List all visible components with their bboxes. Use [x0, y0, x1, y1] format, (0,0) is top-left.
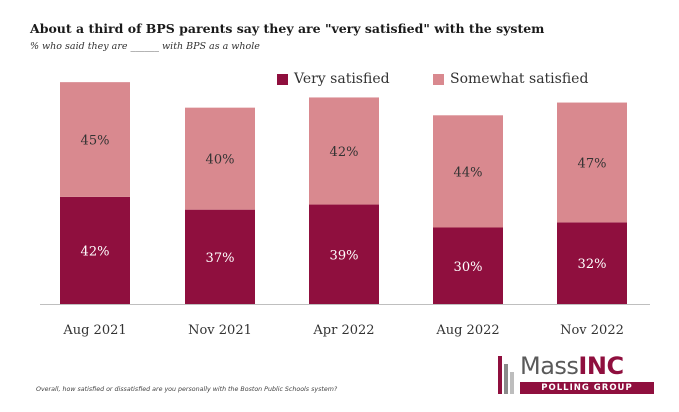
- x-tick-label: Apr 2022: [312, 323, 374, 338]
- chart-subtitle: % who said they are ______ with BPS as a…: [30, 41, 260, 52]
- bar-very-satisfied: [309, 204, 379, 304]
- x-tick-label: Aug 2022: [435, 323, 499, 338]
- bar-very-satisfied: [60, 196, 130, 304]
- legend-item-very-satisfied: Very satisfied: [277, 71, 390, 87]
- bar-very-satisfied: [557, 222, 627, 304]
- logo-wordmark: MassINC: [520, 352, 624, 380]
- bar-somewhat-satisfied: [557, 102, 627, 223]
- legend-swatch-very-satisfied: [277, 73, 288, 85]
- data-label-somewhat-satisfied: 45%: [81, 134, 110, 149]
- bar-somewhat-satisfied: [185, 107, 255, 210]
- bar-very-satisfied: [185, 209, 255, 304]
- legend-item-somewhat-satisfied: Somewhat satisfied: [433, 71, 588, 87]
- data-label-somewhat-satisfied: 42%: [330, 145, 359, 160]
- data-label-very-satisfied: 37%: [206, 251, 235, 266]
- data-label-very-satisfied: 39%: [330, 248, 359, 263]
- chart-title: About a third of BPS parents say they ar…: [30, 21, 545, 36]
- data-label-very-satisfied: 32%: [578, 257, 607, 272]
- bar-somewhat-satisfied: [309, 97, 379, 205]
- data-label-somewhat-satisfied: 47%: [578, 156, 607, 171]
- data-label-somewhat-satisfied: 40%: [206, 153, 235, 168]
- bar-very-satisfied: [433, 227, 503, 304]
- legend-swatch-somewhat-satisfied: [433, 73, 444, 85]
- data-label-somewhat-satisfied: 44%: [454, 165, 483, 180]
- bar-somewhat-satisfied: [433, 115, 503, 228]
- x-tick-label: Nov 2021: [188, 323, 252, 338]
- bar-somewhat-satisfied: [60, 82, 130, 197]
- data-label-very-satisfied: 30%: [454, 260, 483, 275]
- x-tick-label: Aug 2021: [62, 323, 126, 338]
- massinc-logo: MassINC POLLING GROUP: [498, 352, 658, 397]
- logo-bars-icon: [498, 356, 514, 394]
- data-label-very-satisfied: 42%: [81, 244, 110, 259]
- legend-label-very-satisfied: Very satisfied: [294, 71, 390, 87]
- logo-subtitle: POLLING GROUP: [520, 382, 654, 394]
- x-tick-label: Nov 2022: [560, 323, 624, 338]
- legend-label-somewhat-satisfied: Somewhat satisfied: [450, 71, 589, 87]
- survey-question-footnote: Overall, how satisfied or dissatisfied a…: [36, 386, 338, 393]
